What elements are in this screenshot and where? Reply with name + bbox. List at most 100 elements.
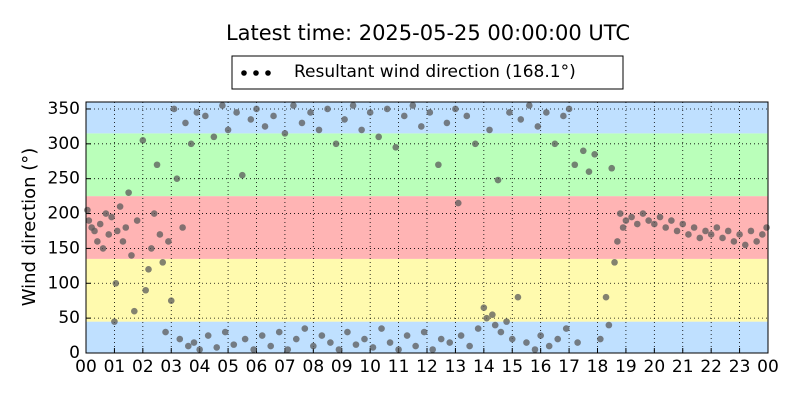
data-point <box>446 339 454 346</box>
data-point <box>679 220 687 228</box>
x-tick-label: 20 <box>644 357 666 377</box>
data-point <box>753 238 760 245</box>
data-point <box>480 304 488 311</box>
data-point <box>173 175 181 182</box>
data-point <box>628 213 635 221</box>
data-point <box>506 109 513 116</box>
data-point <box>301 325 309 332</box>
data-point <box>457 332 465 339</box>
data-point <box>298 119 306 127</box>
data-point <box>633 220 641 228</box>
data-point <box>454 199 462 207</box>
x-tick-label: 14 <box>473 357 495 377</box>
data-point <box>418 123 425 130</box>
y-axis-label: Wind direction (°) <box>19 148 40 307</box>
data-point <box>763 224 770 231</box>
legend-marker <box>253 70 259 76</box>
data-point <box>369 344 377 351</box>
x-tick-label: 06 <box>246 357 268 377</box>
x-tick-label: 00 <box>75 357 97 377</box>
y-tick-label: 350 <box>48 99 80 119</box>
data-point <box>179 224 186 231</box>
data-point <box>690 224 698 231</box>
x-tick-label: 04 <box>189 357 211 377</box>
data-point <box>170 105 178 113</box>
y-tick-label: 50 <box>58 308 80 328</box>
data-point <box>247 116 255 123</box>
data-point <box>531 346 539 353</box>
data-point <box>105 231 113 238</box>
data-point <box>554 335 562 343</box>
data-point <box>651 220 658 228</box>
data-point <box>392 144 400 151</box>
data-point <box>719 234 726 242</box>
data-point <box>565 105 573 113</box>
data-point <box>182 119 189 127</box>
data-point <box>165 238 172 245</box>
data-point <box>523 339 530 346</box>
x-tick-label: 10 <box>359 357 381 377</box>
data-point <box>562 325 570 332</box>
background-band <box>86 102 768 134</box>
x-tick-label: 15 <box>501 357 523 377</box>
data-point <box>560 112 567 120</box>
data-point <box>656 213 664 221</box>
data-point <box>707 231 715 238</box>
data-point <box>358 126 365 134</box>
data-point <box>395 346 402 353</box>
data-point <box>148 245 155 252</box>
data-point <box>747 227 755 235</box>
data-point <box>608 164 616 172</box>
data-point <box>196 346 203 353</box>
x-tick-label: 09 <box>331 357 353 377</box>
data-point <box>378 325 385 332</box>
x-tick-label: 12 <box>416 357 438 377</box>
data-point <box>145 266 152 273</box>
x-tick-label: 21 <box>672 357 694 377</box>
legend-label: Resultant wind direction (168.1°) <box>294 62 576 82</box>
data-point <box>116 203 124 210</box>
data-point <box>383 105 391 113</box>
data-point <box>463 112 471 120</box>
data-point <box>472 140 479 148</box>
data-point <box>335 346 343 353</box>
x-tick-label: 01 <box>104 357 126 377</box>
data-point <box>616 210 624 217</box>
data-point <box>159 259 167 266</box>
data-point <box>517 116 525 123</box>
data-point <box>349 102 357 109</box>
data-point <box>605 321 613 329</box>
data-point <box>84 206 91 214</box>
data-point <box>579 147 587 155</box>
y-tick-label: 300 <box>48 134 80 154</box>
x-tick-label: 00 <box>757 357 779 377</box>
data-point <box>452 105 459 113</box>
data-point <box>759 231 766 238</box>
data-point <box>702 227 709 235</box>
data-point <box>270 112 277 120</box>
data-point <box>585 168 593 176</box>
data-point <box>290 102 297 109</box>
x-tick-label: 19 <box>615 357 637 377</box>
data-point <box>412 342 419 350</box>
data-point <box>94 238 101 245</box>
data-point <box>332 140 340 148</box>
data-point <box>210 133 218 141</box>
data-point <box>238 171 246 179</box>
data-point <box>108 213 115 221</box>
data-point <box>204 332 212 339</box>
data-point <box>112 279 120 287</box>
data-point <box>128 252 135 259</box>
y-tick-label: 100 <box>48 273 80 293</box>
data-point <box>267 342 275 350</box>
data-point <box>187 140 195 148</box>
data-point <box>224 126 232 134</box>
data-point <box>491 321 499 329</box>
data-point <box>250 346 257 353</box>
data-point <box>176 335 184 343</box>
data-point <box>571 161 579 169</box>
data-point <box>602 293 610 301</box>
x-tick-label: 03 <box>160 357 182 377</box>
data-point <box>125 189 132 196</box>
data-point <box>668 217 675 224</box>
